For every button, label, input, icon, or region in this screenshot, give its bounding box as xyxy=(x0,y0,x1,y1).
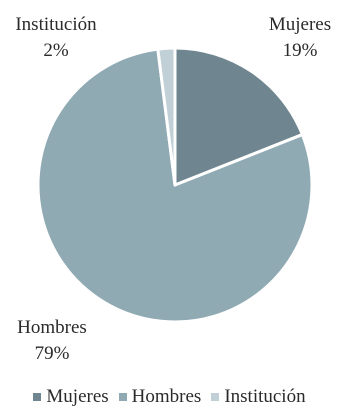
data-label-mujeres-name: Mujeres xyxy=(269,14,331,35)
legend-swatch-institucion xyxy=(211,393,220,401)
legend-item-mujeres: Mujeres xyxy=(33,386,109,408)
pie-slices xyxy=(36,46,314,324)
legend-label-institucion: Institución xyxy=(224,386,306,407)
legend: Mujeres Hombres Institución xyxy=(0,386,339,408)
pie-slice-mujeres xyxy=(173,46,304,187)
data-label-institucion-name: Institución xyxy=(15,14,97,35)
data-label-mujeres-value: 19% xyxy=(283,40,318,61)
legend-item-hombres: Hombres xyxy=(118,386,202,408)
legend-label-mujeres: Mujeres xyxy=(46,386,109,407)
pie-chart: Mujeres 19% Institución 2% Hombres 79% xyxy=(15,14,331,364)
data-label-institucion-value: 2% xyxy=(43,40,69,61)
legend-swatch-mujeres xyxy=(33,393,42,401)
legend-label-hombres: Hombres xyxy=(131,386,202,407)
legend-swatch-hombres xyxy=(118,393,127,401)
data-label-hombres-value: 79% xyxy=(35,343,70,364)
legend-item-institucion: Institución xyxy=(211,386,306,408)
pie-slice-institucion xyxy=(156,46,177,187)
data-label-hombres-name: Hombres xyxy=(17,317,87,338)
